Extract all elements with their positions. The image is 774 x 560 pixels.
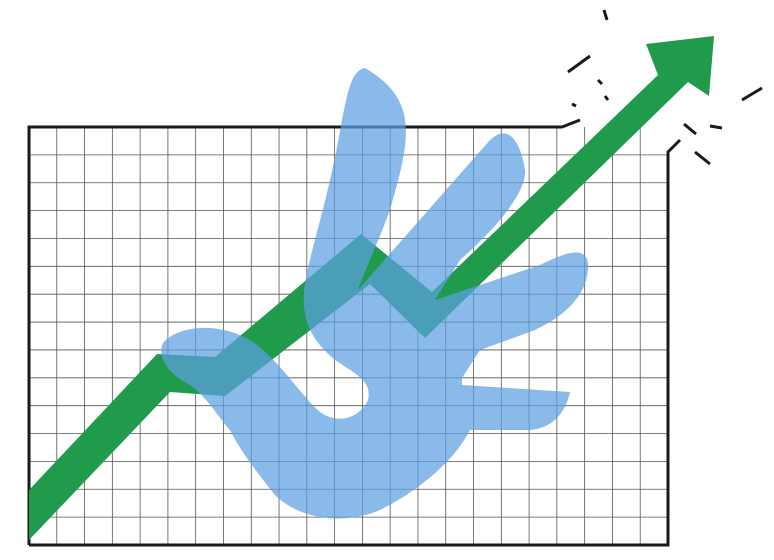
burst-lines-icon bbox=[567, 9, 763, 166]
hand-icon bbox=[161, 68, 589, 519]
chart-frame bbox=[27, 118, 682, 547]
